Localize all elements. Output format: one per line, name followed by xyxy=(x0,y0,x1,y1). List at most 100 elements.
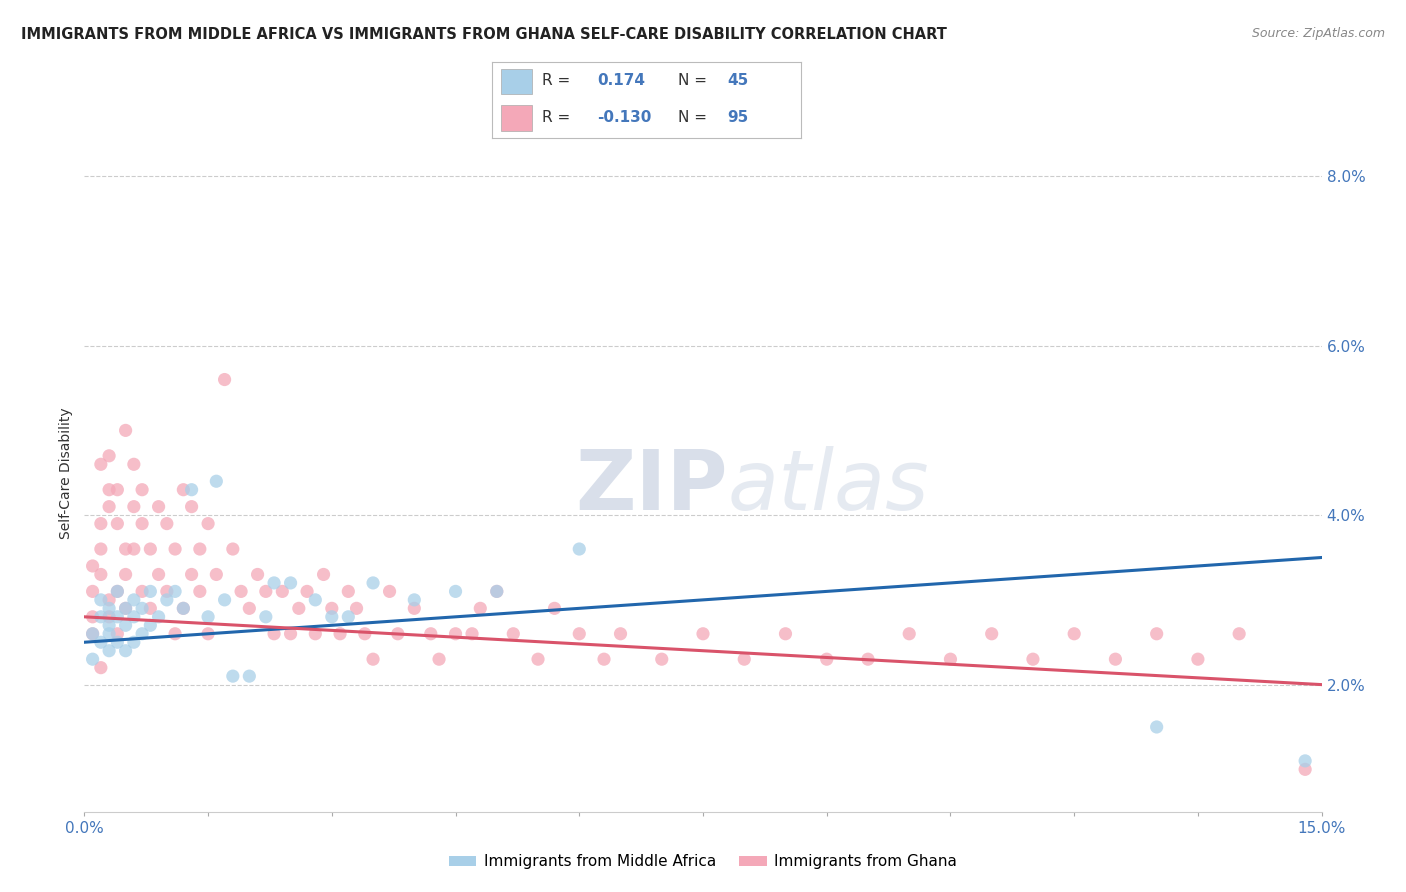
Point xyxy=(378,584,401,599)
Point xyxy=(321,601,343,615)
Point xyxy=(82,610,104,624)
Point xyxy=(114,618,136,632)
Point xyxy=(98,449,121,463)
FancyBboxPatch shape xyxy=(502,105,533,130)
Point xyxy=(114,601,136,615)
Point xyxy=(527,652,550,666)
Point xyxy=(139,601,162,615)
Point xyxy=(404,592,426,607)
Point xyxy=(98,601,121,615)
Point xyxy=(131,601,153,615)
Point xyxy=(346,601,368,615)
Point xyxy=(165,541,187,557)
Point xyxy=(387,626,409,640)
Point xyxy=(98,618,121,632)
Point xyxy=(131,584,153,599)
FancyBboxPatch shape xyxy=(502,69,533,95)
Point xyxy=(139,584,162,599)
Point xyxy=(898,626,921,640)
Point xyxy=(105,626,128,640)
Point xyxy=(172,601,194,615)
Point xyxy=(568,626,591,640)
Point xyxy=(188,584,211,599)
Point xyxy=(205,567,228,582)
Text: atlas: atlas xyxy=(728,446,929,527)
Point xyxy=(98,626,121,640)
Point xyxy=(295,584,318,599)
Point xyxy=(214,373,236,387)
Point xyxy=(361,652,384,666)
Point xyxy=(82,626,104,640)
Point xyxy=(856,652,879,666)
Point xyxy=(98,610,121,624)
Point xyxy=(651,652,673,666)
Point xyxy=(180,567,202,582)
Point xyxy=(114,567,136,582)
Point xyxy=(122,541,145,557)
Point xyxy=(444,584,467,599)
Point xyxy=(165,626,187,640)
Text: 0.174: 0.174 xyxy=(598,73,645,88)
Point xyxy=(485,584,508,599)
Point xyxy=(131,516,153,531)
Point xyxy=(775,626,797,640)
Point xyxy=(1146,720,1168,734)
Point xyxy=(90,457,112,471)
Point xyxy=(214,592,236,607)
Point xyxy=(1187,652,1209,666)
Point xyxy=(105,610,128,624)
Point xyxy=(105,483,128,497)
Text: N =: N = xyxy=(678,110,707,125)
Point xyxy=(353,626,375,640)
Y-axis label: Self-Care Disability: Self-Care Disability xyxy=(59,407,73,539)
Point xyxy=(246,567,269,582)
Point xyxy=(485,584,508,599)
Text: ZIP: ZIP xyxy=(575,446,728,527)
Point xyxy=(470,601,492,615)
Point xyxy=(180,500,202,514)
Point xyxy=(229,584,252,599)
Point xyxy=(304,592,326,607)
Point xyxy=(90,567,112,582)
Point xyxy=(98,500,121,514)
Point xyxy=(271,584,294,599)
Point xyxy=(165,584,187,599)
Point xyxy=(568,541,591,557)
Point xyxy=(593,652,616,666)
Point xyxy=(122,610,145,624)
Point xyxy=(1022,652,1045,666)
Point xyxy=(156,516,179,531)
Point xyxy=(312,567,335,582)
Point xyxy=(280,576,302,591)
Point xyxy=(263,576,285,591)
Point xyxy=(461,626,484,640)
Text: -0.130: -0.130 xyxy=(598,110,651,125)
Point xyxy=(304,626,326,640)
Point xyxy=(90,660,112,674)
Point xyxy=(82,652,104,666)
Point xyxy=(1104,652,1126,666)
Point xyxy=(90,592,112,607)
Point xyxy=(1063,626,1085,640)
Point xyxy=(82,558,104,573)
Point xyxy=(90,610,112,624)
Point xyxy=(329,626,352,640)
Point xyxy=(188,541,211,557)
Point xyxy=(254,584,277,599)
Point xyxy=(172,483,194,497)
Point xyxy=(114,541,136,557)
Point xyxy=(122,592,145,607)
Point xyxy=(197,626,219,640)
Point xyxy=(321,610,343,624)
Point xyxy=(122,457,145,471)
Point xyxy=(263,626,285,640)
Point xyxy=(90,541,112,557)
Point xyxy=(180,483,202,497)
Point xyxy=(205,475,228,489)
Point xyxy=(156,584,179,599)
Point xyxy=(172,601,194,615)
Point xyxy=(114,423,136,437)
Point xyxy=(502,626,524,640)
Point xyxy=(90,635,112,649)
Point xyxy=(337,584,360,599)
